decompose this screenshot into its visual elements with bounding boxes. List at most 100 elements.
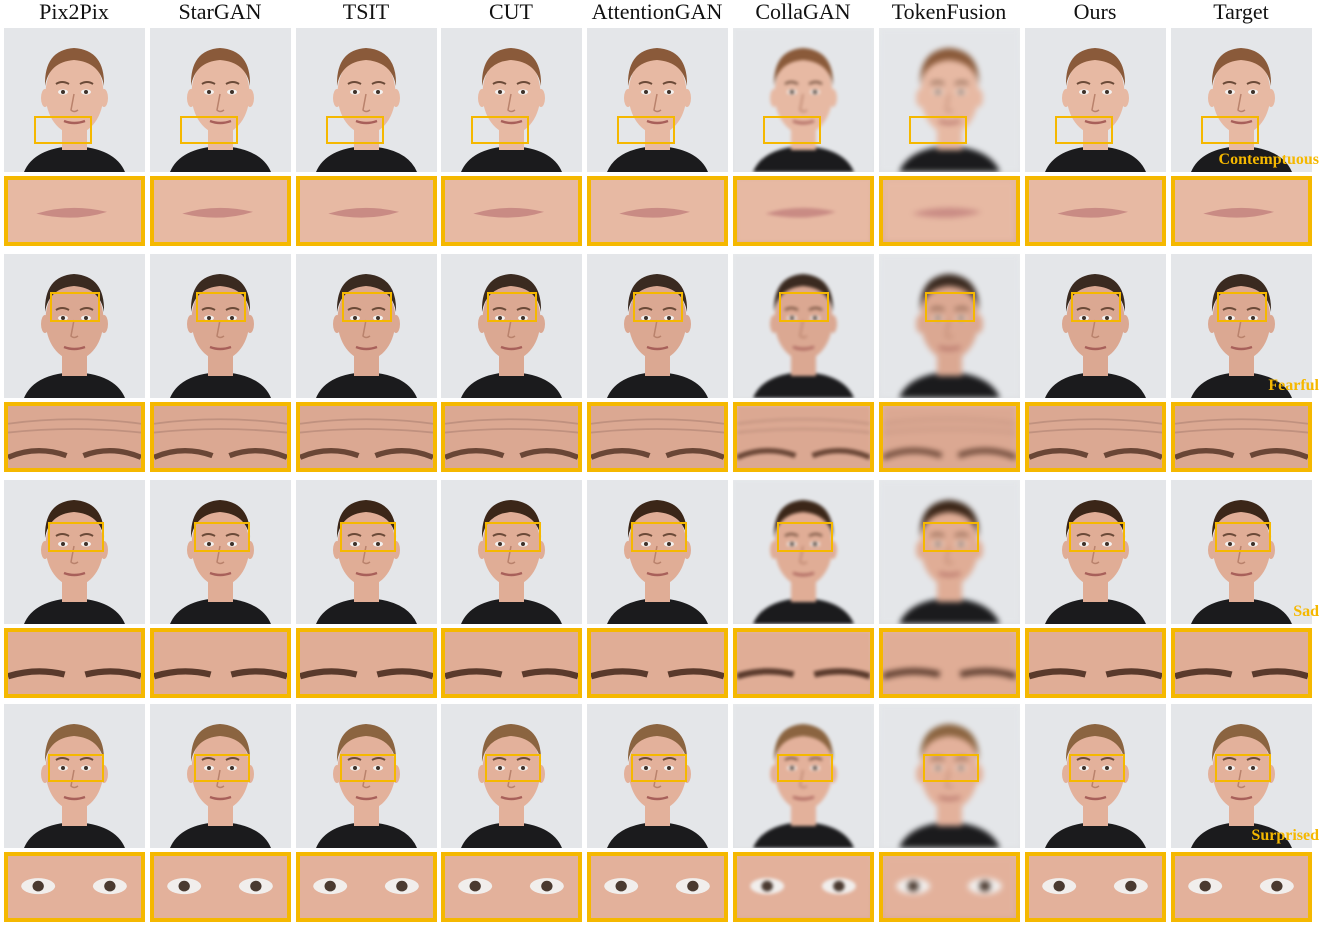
column-title-stargan: StarGAN: [178, 0, 262, 24]
face-image: [296, 704, 437, 848]
zoomed-crop: [296, 852, 437, 922]
result-cell-target: [1171, 254, 1312, 472]
face-image: [879, 480, 1020, 624]
result-cell-target: [1171, 480, 1312, 698]
zoomed-crop: [1025, 176, 1166, 246]
result-cell-attentiongan: [587, 28, 728, 246]
zoom-region-box: [1217, 292, 1267, 322]
result-cell-attentiongan: [587, 704, 728, 922]
zoomed-crop: [733, 402, 874, 472]
zoom-region-box: [1201, 116, 1259, 144]
zoomed-crop: [587, 628, 728, 698]
face-image: [4, 28, 145, 172]
zoom-region-box: [777, 754, 833, 782]
face-image: [879, 254, 1020, 398]
zoomed-crop: [733, 628, 874, 698]
column-title-tokenfusion: TokenFusion: [891, 0, 1007, 24]
face-image: [879, 704, 1020, 848]
zoom-region-box: [1215, 754, 1271, 782]
column-title-ours: Ours: [1073, 0, 1117, 24]
result-cell-stargan: [150, 28, 291, 246]
result-cell-collagan: [733, 254, 874, 472]
zoom-region-box: [194, 522, 250, 552]
result-row-fearful: Fearful: [0, 254, 1323, 474]
result-cell-cut: [441, 28, 582, 246]
column-title-collagan: CollaGAN: [755, 0, 851, 24]
face-image: [150, 254, 291, 398]
zoomed-crop: [733, 852, 874, 922]
zoomed-crop: [587, 176, 728, 246]
emotion-label: Surprised: [1251, 827, 1319, 844]
zoom-region-box: [925, 292, 975, 322]
face-image: [4, 480, 145, 624]
result-cell-cut: [441, 704, 582, 922]
zoom-region-box: [340, 522, 396, 552]
zoomed-crop: [4, 628, 145, 698]
face-image: [1171, 480, 1312, 624]
face-image: [1025, 28, 1166, 172]
face-image: [587, 480, 728, 624]
result-cell-pix2pix: [4, 28, 145, 246]
zoom-region-box: [923, 754, 979, 782]
zoomed-crop: [296, 176, 437, 246]
result-cell-collagan: [733, 28, 874, 246]
face-image: [1171, 704, 1312, 848]
zoom-region-box: [48, 522, 104, 552]
zoom-region-box: [617, 116, 675, 144]
zoomed-crop: [150, 402, 291, 472]
zoomed-crop: [1025, 402, 1166, 472]
zoom-region-box: [779, 292, 829, 322]
zoomed-crop: [733, 176, 874, 246]
result-cell-collagan: [733, 704, 874, 922]
result-cell-ours: [1025, 28, 1166, 246]
face-image: [4, 704, 145, 848]
face-image: [150, 704, 291, 848]
emotion-label: Sad: [1293, 603, 1319, 620]
result-cell-pix2pix: [4, 480, 145, 698]
result-cell-tokenfusion: [879, 480, 1020, 698]
zoom-region-box: [485, 522, 541, 552]
face-image: [587, 28, 728, 172]
face-image: [733, 28, 874, 172]
result-cell-pix2pix: [4, 704, 145, 922]
result-cell-tsit: [296, 704, 437, 922]
result-cell-ours: [1025, 480, 1166, 698]
zoomed-crop: [441, 852, 582, 922]
column-title-target: Target: [1213, 0, 1269, 24]
face-image: [1025, 480, 1166, 624]
zoomed-crop: [1025, 852, 1166, 922]
result-cell-tsit: [296, 480, 437, 698]
column-title-attentiongan: AttentionGAN: [591, 0, 723, 24]
zoom-region-box: [1069, 754, 1125, 782]
zoomed-crop: [587, 402, 728, 472]
zoom-region-box: [909, 116, 967, 144]
zoomed-crop: [150, 852, 291, 922]
zoomed-crop: [296, 402, 437, 472]
zoom-region-box: [1215, 522, 1271, 552]
face-image: [150, 28, 291, 172]
zoom-region-box: [194, 754, 250, 782]
result-row-sad: Sad: [0, 480, 1323, 700]
result-cell-ours: [1025, 254, 1166, 472]
face-image: [296, 28, 437, 172]
zoom-region-box: [763, 116, 821, 144]
face-image: [441, 704, 582, 848]
zoomed-crop: [150, 176, 291, 246]
zoomed-crop: [4, 176, 145, 246]
zoomed-crop: [879, 852, 1020, 922]
result-cell-attentiongan: [587, 480, 728, 698]
zoomed-crop: [1171, 402, 1312, 472]
face-image: [441, 480, 582, 624]
result-cell-target: [1171, 704, 1312, 922]
face-image: [733, 480, 874, 624]
column-header: Pix2Pix StarGAN TSIT CUT AttentionGAN CollaGA…: [0, 0, 1323, 28]
result-row-surprised: Surprised: [0, 704, 1323, 924]
face-image: [879, 28, 1020, 172]
zoom-region-box: [340, 754, 396, 782]
face-image: [441, 254, 582, 398]
result-cell-cut: [441, 480, 582, 698]
face-image: [1171, 254, 1312, 398]
result-cell-pix2pix: [4, 254, 145, 472]
face-image: [733, 704, 874, 848]
result-cell-collagan: [733, 480, 874, 698]
